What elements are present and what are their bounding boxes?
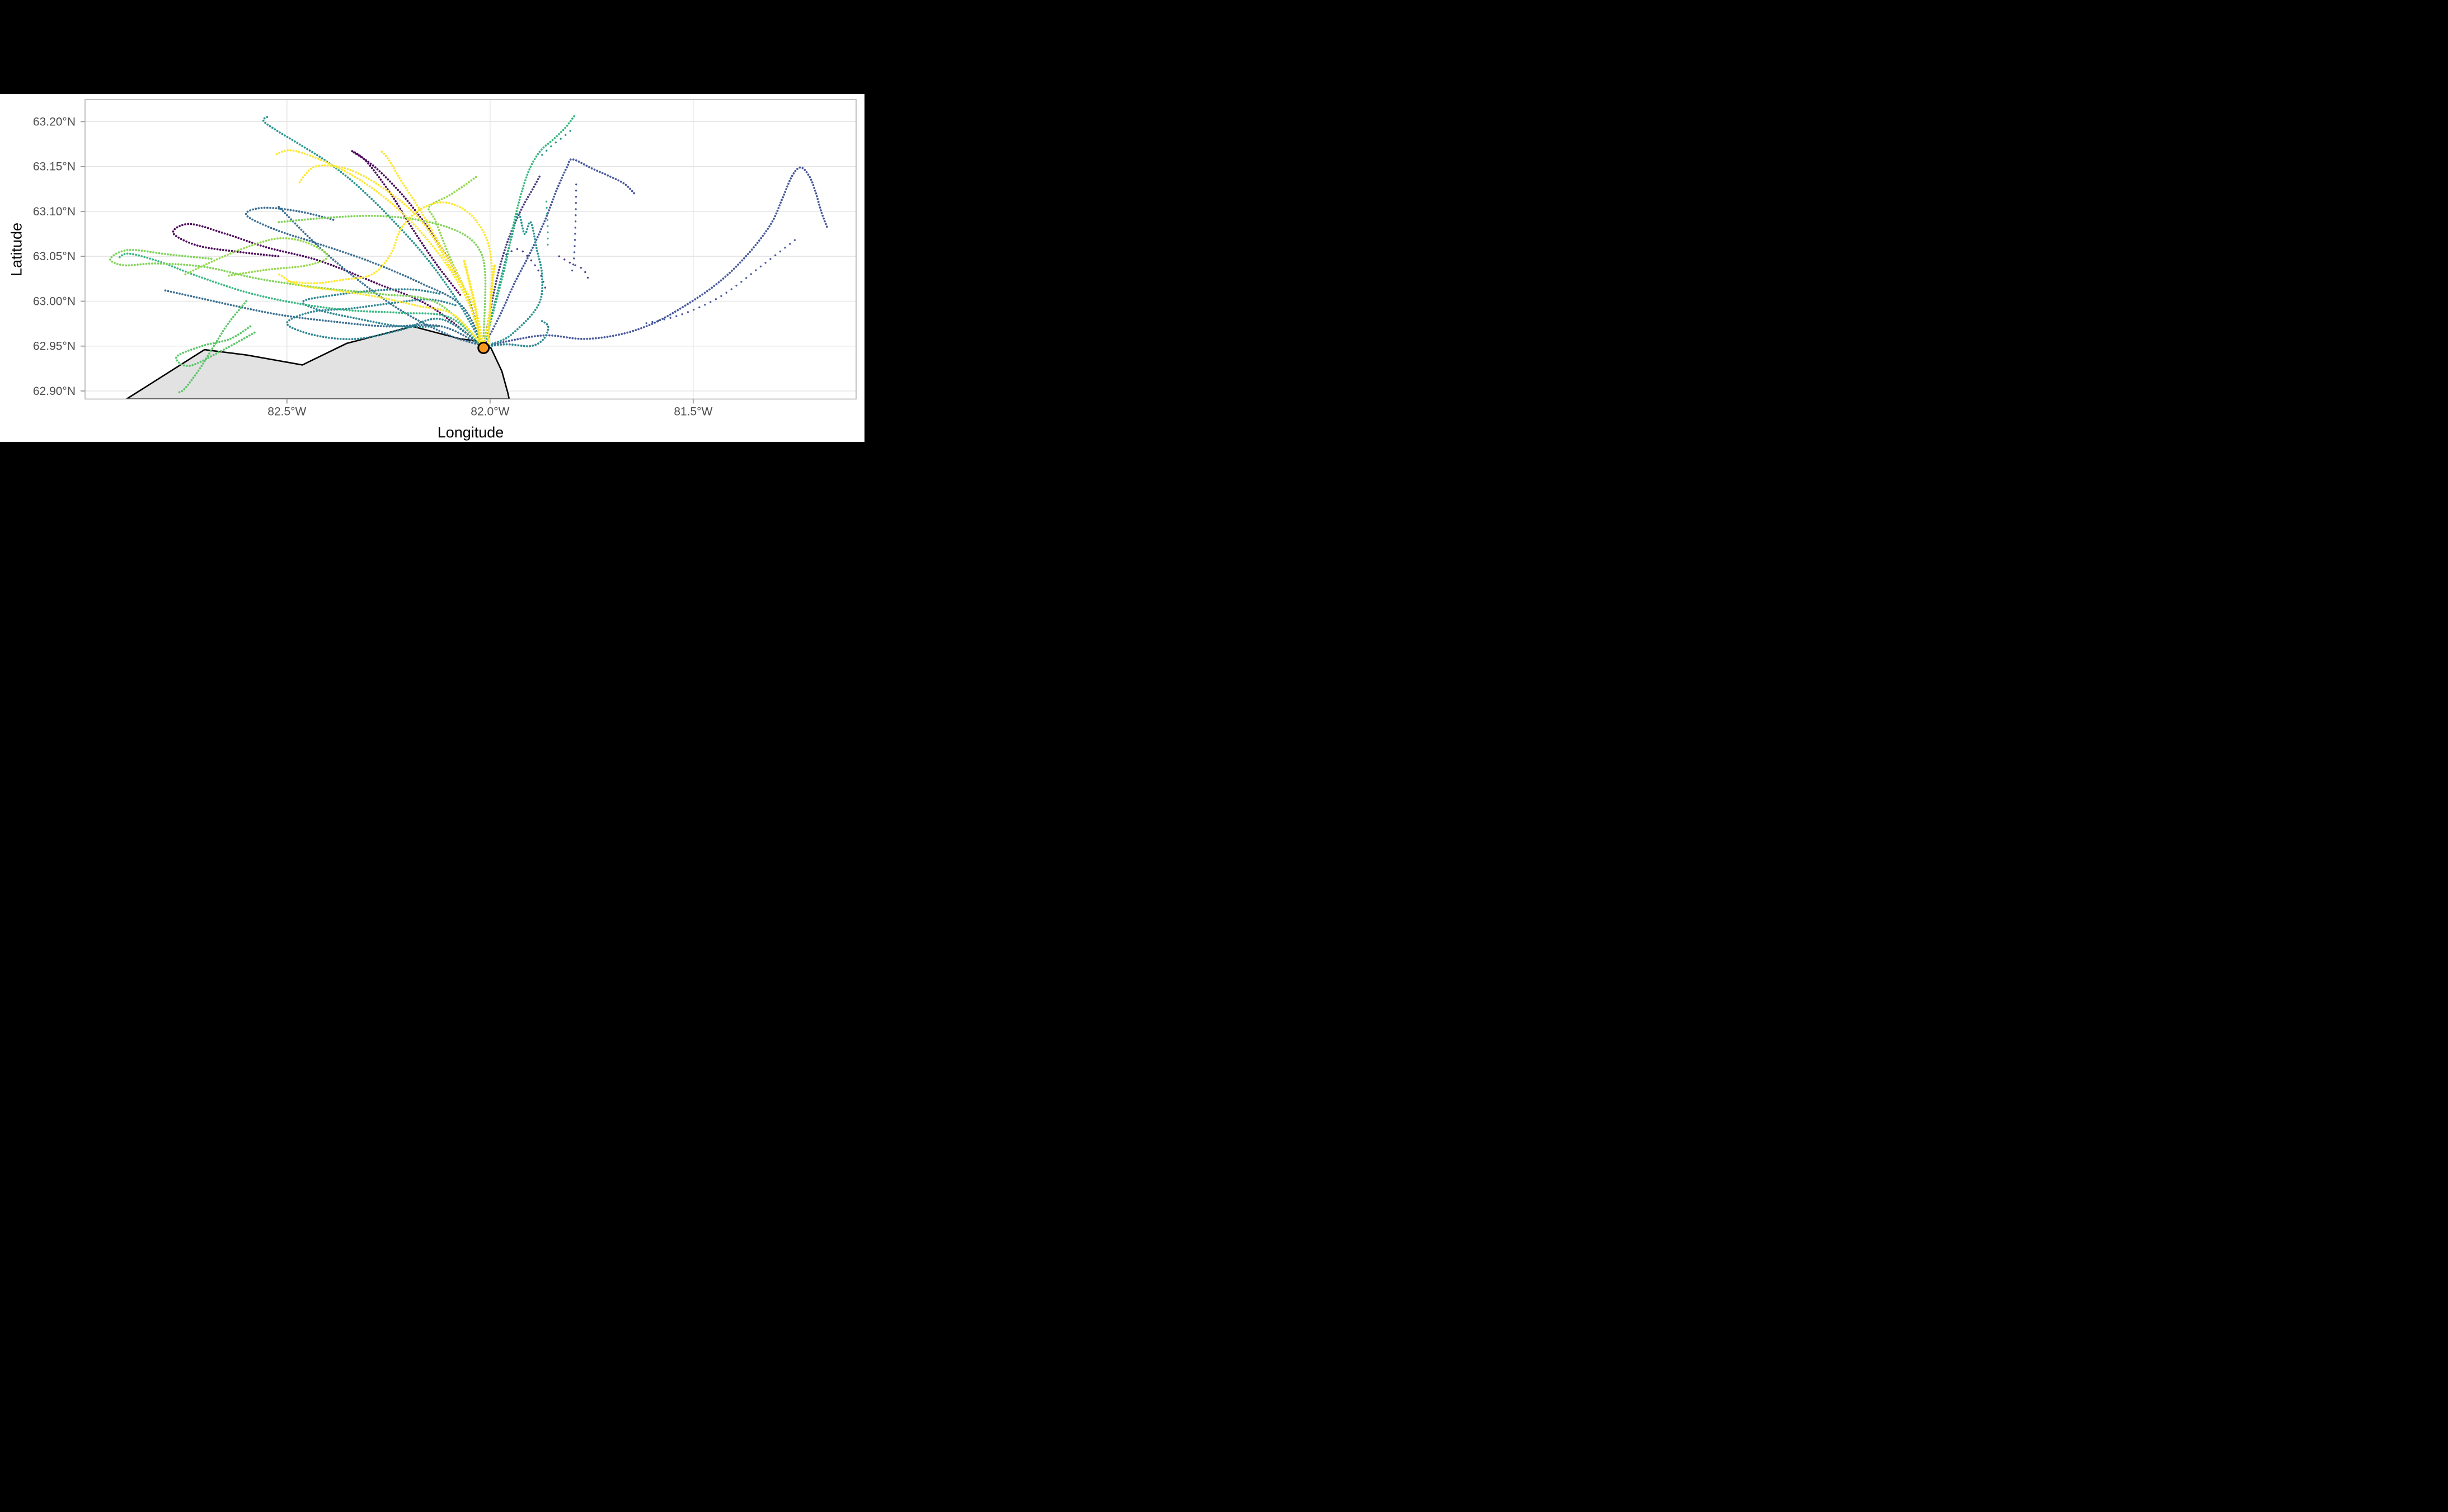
y-tick-label: 63.00°N [33, 295, 76, 308]
track-trip-lightgreen-mid [184, 237, 329, 277]
y-tick-label: 63.15°N [33, 161, 76, 173]
track-trip-yellow-v1 [462, 257, 482, 346]
track-trip-purple-ne [505, 248, 547, 291]
track-trip-yellow-v2 [486, 262, 497, 346]
panel-border [84, 99, 857, 400]
track-trip-yellow-nw-1 [274, 149, 485, 348]
gps-tracks [109, 113, 829, 394]
x-tick-label: 82.0°W [471, 405, 509, 418]
x-tick-label: 81.5°W [674, 405, 712, 418]
track-trip-green-triangle [175, 325, 256, 367]
letterbox-top [0, 0, 864, 94]
y-tick-label: 63.05°N [33, 250, 76, 263]
track-trip-darkblue-e [558, 255, 591, 285]
x-tick-label: 82.5°W [267, 405, 306, 418]
track-trip-teal-nw-long [262, 115, 485, 348]
track-trip-teal-se [482, 319, 549, 348]
track-trip-steel-diag [278, 206, 479, 346]
track-trip-teal-west-2 [302, 288, 443, 328]
track-trip-steel-west [164, 289, 485, 348]
track-trip-navy-east-return [643, 239, 796, 325]
y-axis-title: Latitude [8, 222, 25, 277]
screenshot-root: 82.5°W 82.0°W 81.5°W 63.20°N 63.15°N 63.10°N 6… [0, 0, 864, 534]
track-trip-navy-nne [482, 158, 636, 348]
track-trip-yellow-w [278, 273, 485, 348]
track-trip-teal-dashes-ne [541, 129, 573, 156]
y-tick-label: 63.10°N [33, 205, 76, 218]
track-trip-lightgreen-horiz [278, 214, 487, 338]
y-tick-label: 63.20°N [33, 115, 76, 128]
x-axis-title: Longitude [437, 424, 504, 441]
axis-ticks-and-labels: 82.5°W 82.0°W 81.5°W 63.20°N 63.15°N 63.10°N 6… [33, 115, 713, 418]
track-trip-teal-peak [482, 212, 544, 348]
track-trip-navy-return [570, 183, 577, 275]
track-trip-steel-arc [245, 206, 485, 348]
y-tick-label: 62.95°N [33, 340, 76, 353]
track-trip-yellow-nw-2 [298, 164, 485, 348]
track-trip-green-w [117, 252, 485, 348]
colony-marker [477, 341, 490, 354]
y-tick-label: 62.90°N [33, 385, 76, 398]
track-trip-lightgreen-loop [109, 248, 485, 348]
track-trip-yellow-n [379, 149, 485, 348]
track-trip-green-ne [482, 113, 577, 348]
tracking-map-plot: 82.5°W 82.0°W 81.5°W 63.20°N 63.15°N 63.10°N 6… [0, 94, 864, 442]
track-trip-green-sw [176, 300, 248, 394]
